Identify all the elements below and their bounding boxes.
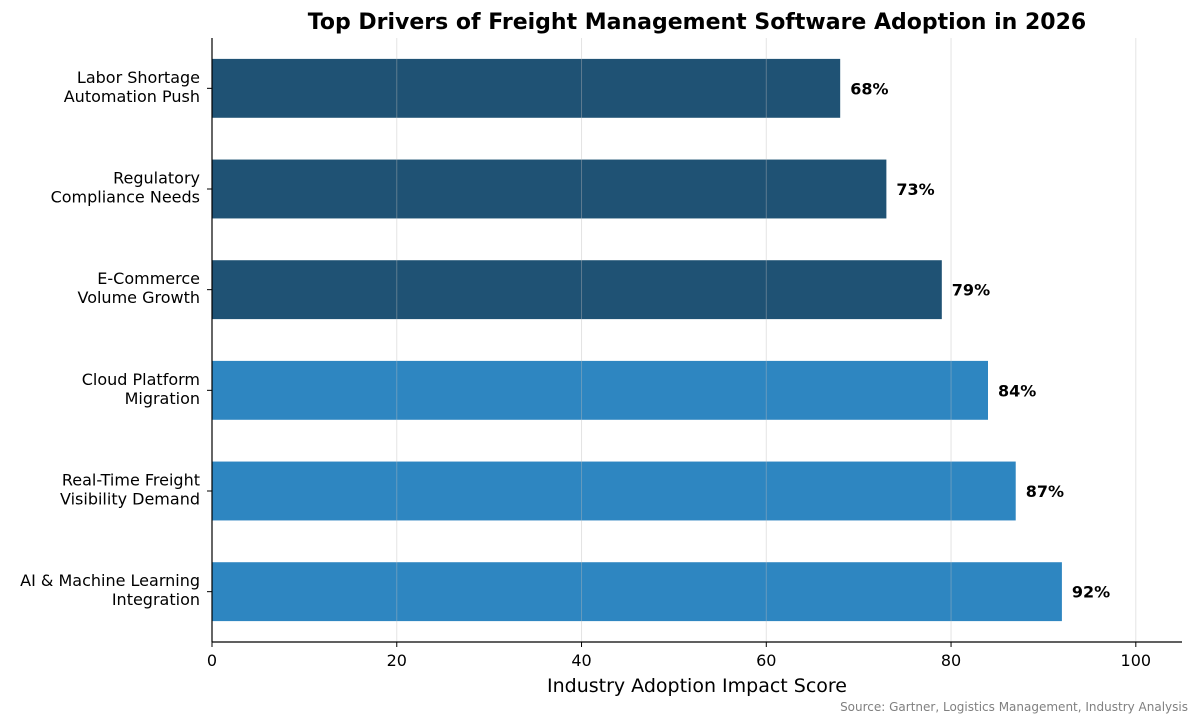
y-tick-label: Integration (112, 590, 200, 609)
data-label: 68% (850, 79, 888, 98)
y-tick-label: E-Commerce (97, 269, 200, 288)
chart-title: Top Drivers of Freight Management Softwa… (308, 10, 1086, 35)
bar (212, 562, 1062, 622)
x-tick-label: 60 (756, 651, 776, 670)
y-tick-label: Compliance Needs (51, 188, 200, 207)
y-tick-label: Cloud Platform (82, 370, 200, 389)
y-tick-label: Labor Shortage (77, 68, 200, 87)
data-label: 73% (896, 180, 934, 199)
bar (212, 260, 942, 320)
data-label: 79% (952, 281, 990, 300)
x-tick-label: 100 (1121, 651, 1152, 670)
source-note: Source: Gartner, Logistics Management, I… (840, 700, 1188, 714)
bar (212, 159, 887, 219)
bar (212, 461, 1016, 521)
data-label: 92% (1072, 583, 1110, 602)
x-tick-label: 40 (571, 651, 591, 670)
x-tick-label: 0 (207, 651, 217, 670)
bar (212, 360, 988, 420)
y-tick-label: Migration (125, 389, 200, 408)
x-tick-label: 80 (941, 651, 961, 670)
y-tick-label: Volume Growth (77, 288, 200, 307)
data-label: 87% (1026, 482, 1064, 501)
y-tick-label: Real-Time Freight (62, 471, 200, 490)
y-tick-label: Automation Push (64, 87, 200, 106)
y-tick-label: AI & Machine Learning (20, 571, 200, 590)
bar (212, 58, 841, 118)
data-label: 84% (998, 381, 1036, 400)
y-tick-label: Regulatory (113, 169, 200, 188)
y-tick-label: Visibility Demand (60, 490, 200, 509)
x-tick-label: 20 (387, 651, 407, 670)
x-axis-label: Industry Adoption Impact Score (547, 675, 847, 697)
